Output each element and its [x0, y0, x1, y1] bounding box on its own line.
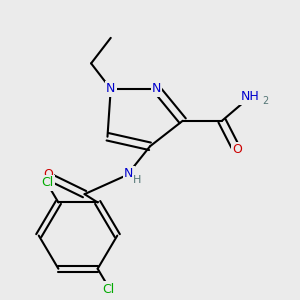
- Text: 2: 2: [262, 96, 268, 106]
- Text: Cl: Cl: [42, 176, 54, 189]
- Text: N: N: [106, 82, 116, 95]
- Text: O: O: [43, 169, 53, 182]
- Text: N: N: [124, 167, 134, 180]
- Text: N: N: [152, 82, 161, 95]
- Text: NH: NH: [240, 90, 259, 104]
- Text: H: H: [133, 175, 141, 185]
- Text: Cl: Cl: [102, 283, 114, 296]
- Text: O: O: [232, 143, 242, 156]
